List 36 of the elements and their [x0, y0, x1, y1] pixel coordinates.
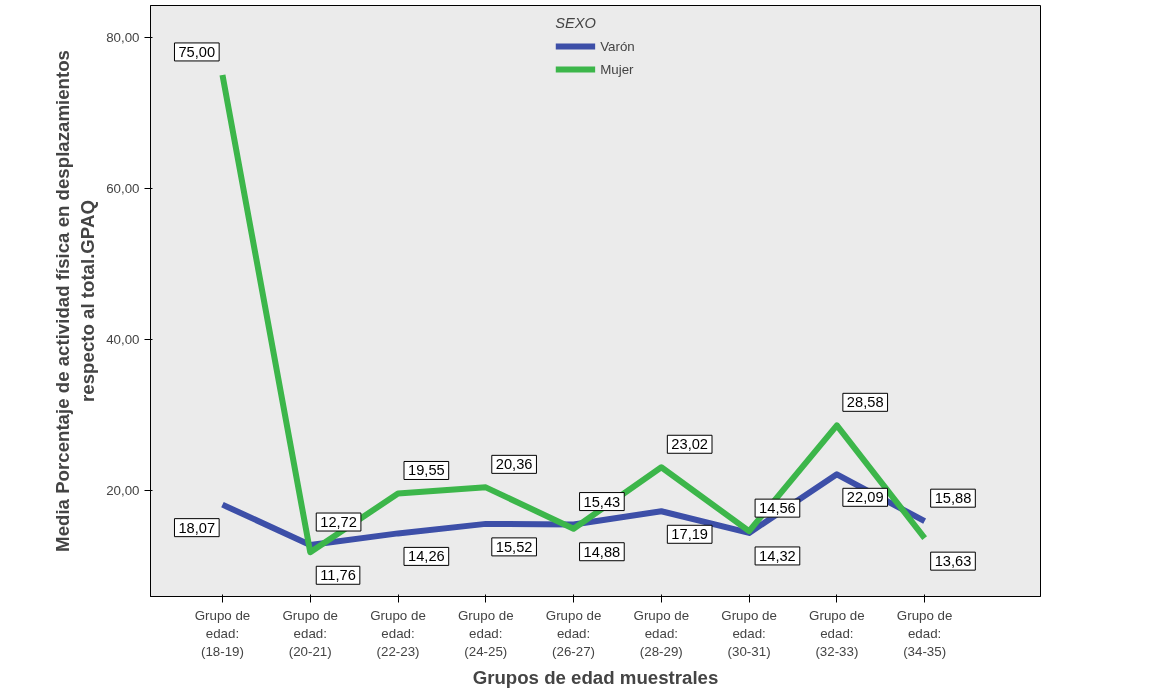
data-label: 13,63 [934, 553, 972, 570]
data-label: 12,72 [320, 514, 357, 531]
x-tick-label: Grupo de edad: (30-31) [721, 607, 777, 659]
data-label: 15,43 [583, 493, 621, 510]
y-tick-label: 80,00 [106, 29, 140, 45]
data-label: 14,32 [759, 547, 796, 564]
x-tick-label: Grupo de edad: (28-29) [633, 607, 690, 659]
data-label: 14,56 [759, 500, 796, 517]
y-tick-label: 20,00 [106, 482, 140, 498]
x-tick-label: Grupo de edad: (20-21) [282, 607, 339, 659]
data-label: 23,02 [671, 436, 709, 453]
y-axis-title: Media Porcentaje de actividad física en desplazamientos respecto al total.GPAQ [51, 50, 99, 552]
data-label: 15,52 [495, 538, 533, 555]
legend-title: SEXO [555, 15, 597, 31]
data-label: 28,58 [846, 394, 884, 411]
x-tick-label: Grupo de edad: (18-19) [194, 607, 251, 659]
data-label: 18,07 [178, 519, 216, 536]
y-tick-label: 60,00 [106, 180, 140, 196]
x-tick-label: Grupo de edad: (24-25) [458, 607, 514, 659]
y-tick-label: 40,00 [106, 331, 140, 347]
legend-label: Varón [600, 38, 635, 54]
data-label: 17,19 [671, 526, 709, 543]
x-tick-label: Grupo de edad: (32-33) [809, 607, 865, 659]
x-axis-title: Grupos de edad muestrales [472, 666, 719, 688]
data-label: 75,00 [178, 43, 216, 60]
x-tick-label: Grupo de edad: (34-35) [896, 607, 953, 659]
x-tick-label: Grupo de edad: (22-23) [370, 607, 426, 659]
x-tick-label: Grupo de edad: (26-27) [545, 607, 602, 659]
data-label: 14,88 [583, 543, 621, 560]
legend-label: Mujer [600, 61, 634, 77]
data-label: 19,55 [408, 462, 445, 479]
data-label: 15,88 [934, 490, 972, 507]
data-label: 22,09 [846, 489, 884, 506]
data-label: 20,36 [495, 456, 533, 473]
data-label: 11,76 [320, 567, 356, 584]
data-label: 14,26 [408, 548, 445, 565]
